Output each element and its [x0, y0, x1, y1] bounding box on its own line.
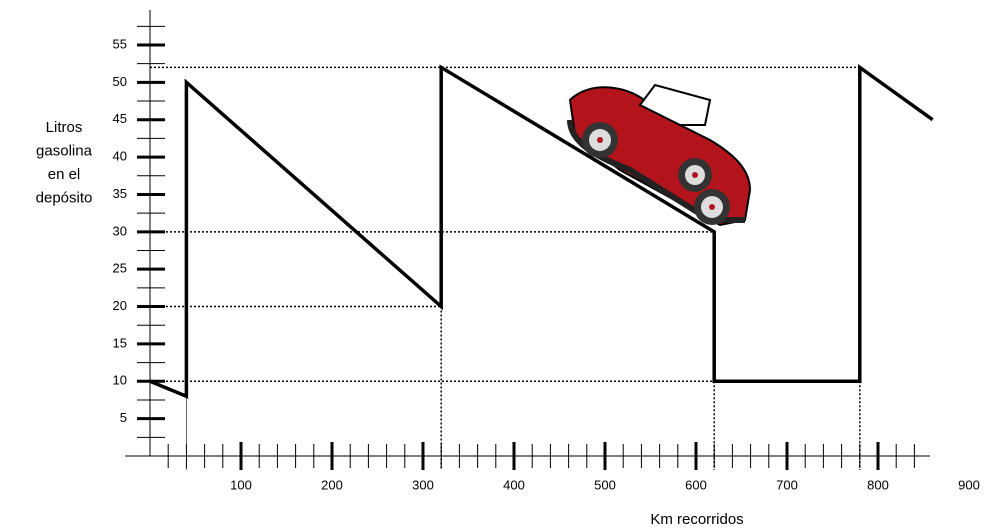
- y-tick-label: 55: [113, 36, 127, 51]
- y-tick-label: 5: [120, 410, 127, 425]
- y-tick-label: 30: [113, 223, 127, 238]
- x-axis-label: Km recorridos: [650, 511, 743, 528]
- y-tick-label: 25: [113, 261, 127, 276]
- y-tick-label: 45: [113, 111, 127, 126]
- x-tick-label: 500: [594, 477, 616, 492]
- y-axis-label: Litros: [46, 119, 83, 136]
- x-tick-label: 700: [776, 477, 798, 492]
- x-tick-label: 400: [503, 477, 525, 492]
- y-tick-label: 10: [113, 373, 127, 388]
- x-tick-label: 600: [685, 477, 707, 492]
- y-tick-label: 40: [113, 149, 127, 164]
- y-tick-label: 50: [113, 74, 127, 89]
- car-illustration: [570, 85, 750, 225]
- x-tick-label: 100: [230, 477, 252, 492]
- x-tick-label: 800: [867, 477, 889, 492]
- x-tick-label: 200: [321, 477, 343, 492]
- y-axis-label: en el: [48, 166, 81, 183]
- y-tick-label: 35: [113, 186, 127, 201]
- y-tick-label: 20: [113, 298, 127, 313]
- x-tick-label: 300: [412, 477, 434, 492]
- x-tick-label: 900: [958, 477, 980, 492]
- chart: 5 10 15 20 25 30 35 40 45 50 55 100 200 300 400 500 600 7…: [0, 0, 990, 531]
- y-axis-label: gasolina: [36, 142, 93, 159]
- y-axis-label: depósito: [36, 189, 93, 206]
- y-tick-label: 15: [113, 335, 127, 350]
